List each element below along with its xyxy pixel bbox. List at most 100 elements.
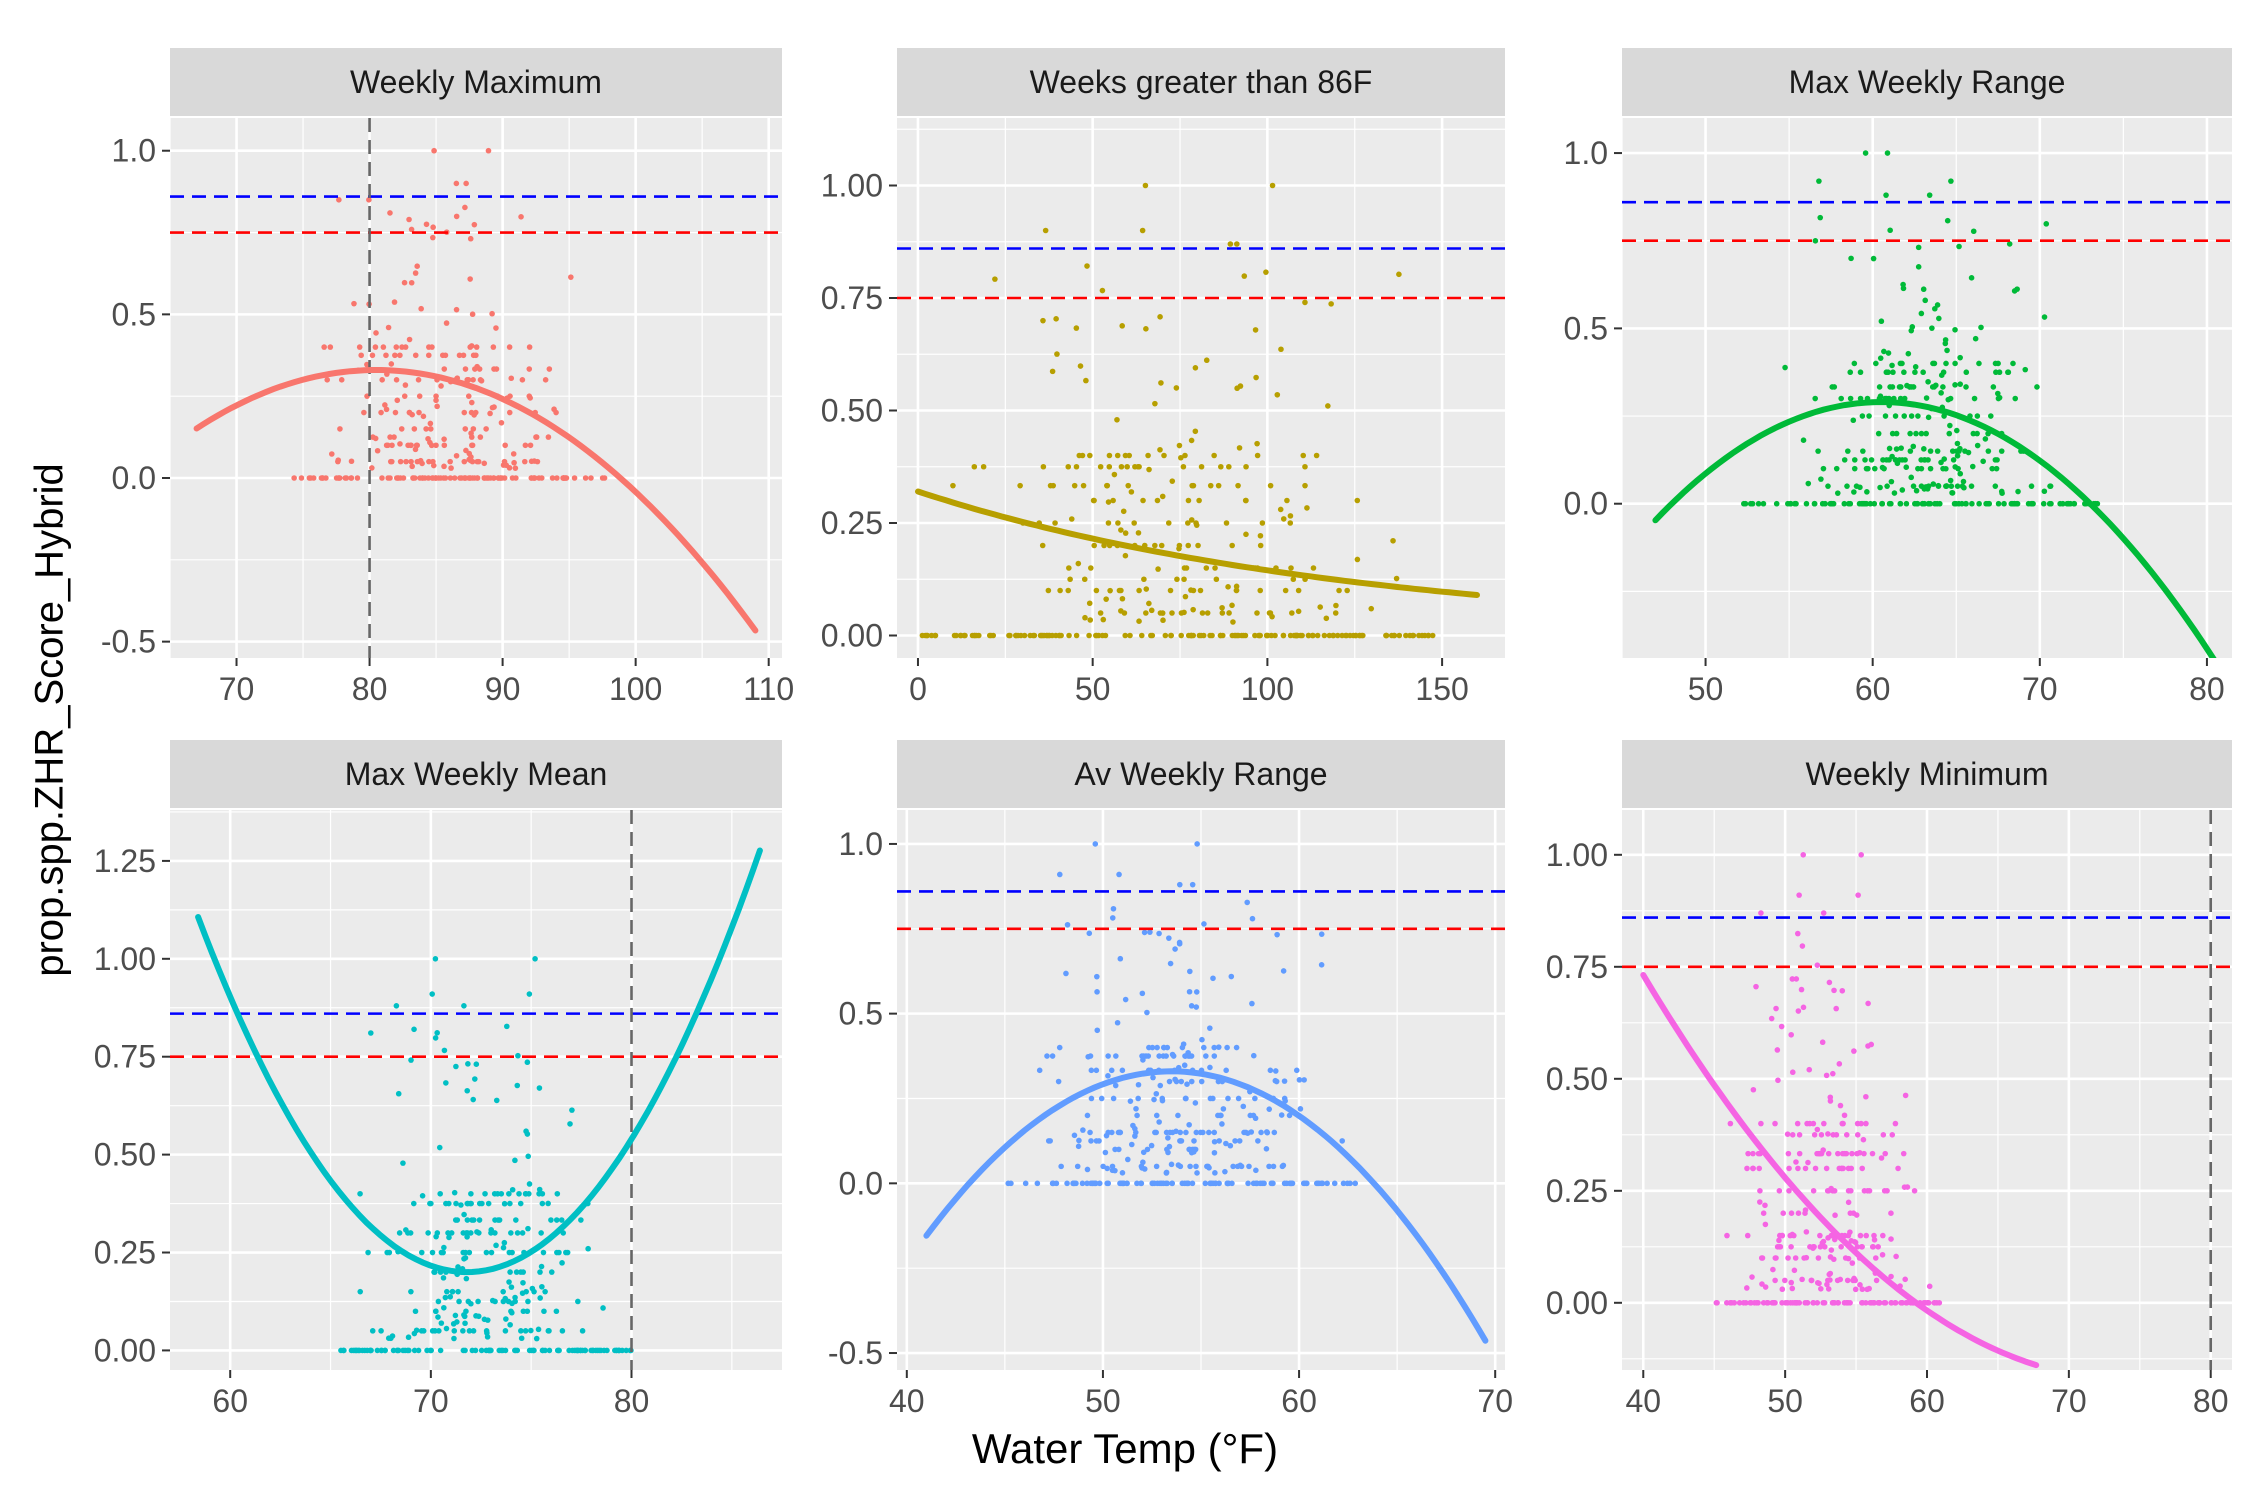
data-point — [1119, 1169, 1126, 1176]
data-point — [427, 420, 434, 427]
data-point — [1815, 448, 1821, 454]
data-point — [1865, 465, 1871, 472]
data-point — [1071, 1180, 1077, 1187]
data-point — [481, 1316, 488, 1323]
data-point — [1068, 516, 1075, 522]
y-tick-label: 0.25 — [1546, 1173, 1608, 1209]
data-point — [1834, 490, 1841, 496]
data-point — [1756, 1165, 1763, 1172]
data-point — [1804, 1120, 1810, 1127]
data-point — [439, 352, 446, 359]
data-point — [412, 270, 419, 276]
y-tick-label: 0.5 — [112, 296, 156, 332]
data-point — [453, 180, 460, 187]
data-point — [2022, 366, 2029, 373]
data-point — [1232, 1138, 1238, 1144]
data-point — [1992, 483, 1999, 489]
data-point — [1216, 1138, 1223, 1144]
data-point — [1086, 930, 1093, 937]
data-point — [1877, 484, 1883, 491]
data-point — [429, 475, 436, 481]
data-point — [1278, 1112, 1285, 1118]
data-point — [1105, 520, 1112, 526]
data-point — [1202, 1180, 1209, 1187]
data-point — [1086, 632, 1092, 639]
data-point — [1067, 576, 1073, 583]
data-point — [1931, 360, 1938, 367]
data-point — [1160, 617, 1166, 624]
data-point — [506, 409, 513, 416]
data-point — [1207, 1025, 1213, 1031]
data-point — [1865, 1043, 1871, 1049]
data-point — [463, 1275, 470, 1282]
data-point — [1186, 1121, 1192, 1128]
data-point — [475, 1298, 481, 1305]
data-point — [1106, 452, 1113, 459]
panel-plot-area — [897, 810, 1505, 1370]
data-point — [1815, 1255, 1822, 1261]
data-point — [1883, 457, 1890, 463]
data-point — [501, 1200, 508, 1207]
data-point — [1753, 983, 1759, 990]
data-point — [1220, 1106, 1227, 1112]
data-point — [1218, 463, 1224, 470]
data-point — [387, 210, 393, 216]
data-point — [475, 1313, 482, 1320]
data-point — [1111, 471, 1118, 478]
data-point — [1230, 619, 1236, 625]
data-point — [1088, 1138, 1094, 1144]
data-point — [1230, 1163, 1236, 1170]
data-point — [1920, 369, 1926, 376]
data-point — [1929, 325, 1935, 331]
data-point — [1957, 470, 1964, 477]
data-point — [1211, 1053, 1218, 1059]
data-point — [394, 397, 401, 404]
data-point — [476, 1230, 482, 1236]
data-point — [1820, 1300, 1826, 1306]
data-point — [1852, 1277, 1859, 1284]
data-point — [443, 1325, 450, 1332]
data-point — [1940, 369, 1947, 376]
data-point — [559, 1328, 566, 1334]
data-point — [1302, 299, 1308, 306]
data-point — [1073, 632, 1080, 639]
data-point — [538, 1263, 545, 1270]
data-point — [415, 1347, 422, 1354]
data-point — [2010, 360, 2016, 367]
data-point — [1092, 841, 1099, 847]
data-point — [477, 434, 484, 440]
data-point — [462, 204, 468, 211]
data-point — [1219, 604, 1225, 611]
data-point — [408, 1288, 414, 1295]
data-point — [1932, 500, 1938, 507]
data-point — [1798, 986, 1805, 993]
data-point — [1845, 1300, 1851, 1306]
data-point — [481, 460, 488, 467]
data-point — [423, 426, 429, 432]
data-point — [523, 1288, 530, 1295]
data-point — [500, 1288, 506, 1295]
data-point — [518, 1269, 524, 1275]
data-point — [1879, 500, 1886, 507]
data-point — [1225, 1180, 1231, 1187]
data-point — [1838, 395, 1844, 402]
data-point — [1079, 1180, 1086, 1187]
data-point — [513, 475, 519, 481]
data-point — [460, 1347, 467, 1354]
data-point — [569, 1347, 576, 1354]
data-point — [1851, 489, 1857, 495]
data-point — [556, 1249, 562, 1256]
data-point — [484, 475, 491, 481]
data-point — [990, 632, 997, 639]
data-point — [1190, 606, 1196, 613]
data-point — [1873, 360, 1879, 367]
data-point — [1084, 1112, 1091, 1119]
data-point — [2008, 500, 2015, 507]
data-point — [441, 463, 447, 470]
data-point — [525, 1225, 531, 1232]
data-point — [1302, 463, 1308, 470]
data-point — [372, 344, 379, 350]
data-point — [1911, 1188, 1918, 1194]
x-tick-label: 50 — [1688, 671, 1724, 707]
data-point — [1826, 979, 1833, 986]
